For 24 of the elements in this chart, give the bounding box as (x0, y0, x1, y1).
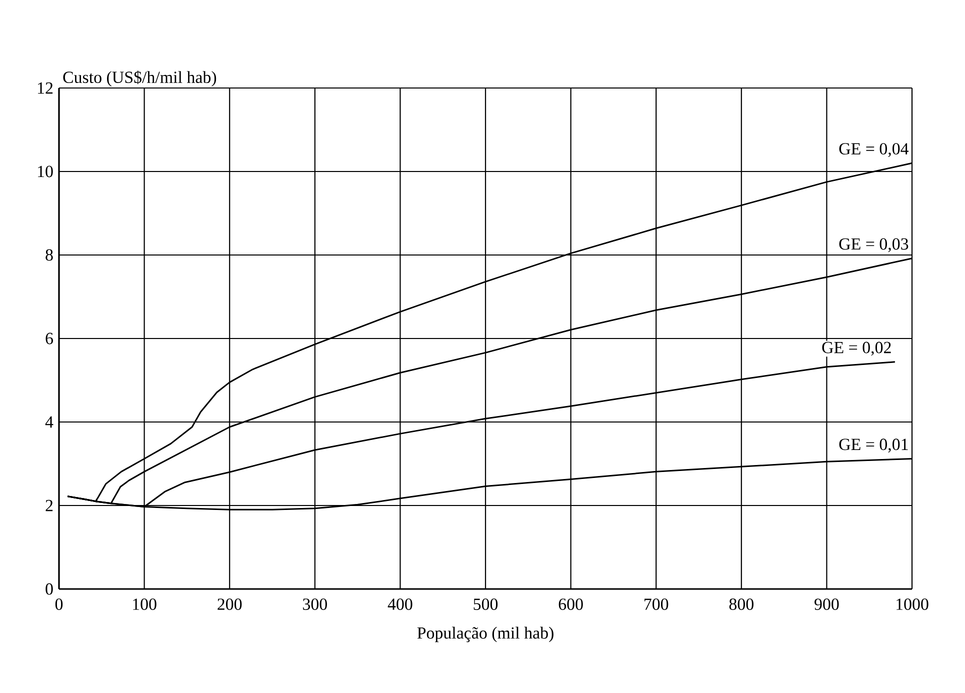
annotation: GE = 0,03 (839, 238, 908, 252)
annotation: GE = 0,02 (822, 342, 891, 356)
annotation: GE = 0,04 (839, 143, 909, 157)
y-tick-label: 6 (46, 332, 53, 344)
x-tick-label: 1000 (896, 598, 928, 610)
annotation: GE = 0,01 (839, 438, 908, 453)
x-tick-label: 500 (474, 598, 498, 610)
y-tick-label: 12 (38, 82, 53, 94)
y-tick-label: 4 (45, 416, 54, 428)
x-tick-label: 600 (558, 598, 583, 610)
y-tick-label: 2 (46, 500, 53, 512)
x-axis-title: População (mil hab) (417, 626, 554, 642)
y-axis-title: Custo (US$/h/mil hab) (63, 70, 216, 86)
y-tick-label: 10 (38, 166, 53, 178)
x-tick-label: 900 (814, 598, 839, 610)
x-tick-label: 100 (133, 598, 156, 610)
x-tick-label: 700 (644, 598, 668, 610)
y-tick-label: 8 (46, 249, 53, 261)
x-tick-label: 800 (729, 598, 754, 610)
x-tick-label: 200 (218, 598, 242, 610)
x-tick-label: 400 (388, 598, 412, 610)
y-tick-label: 0 (46, 583, 53, 595)
x-tick-label: 0 (55, 598, 63, 610)
x-tick-label: 300 (303, 598, 327, 610)
